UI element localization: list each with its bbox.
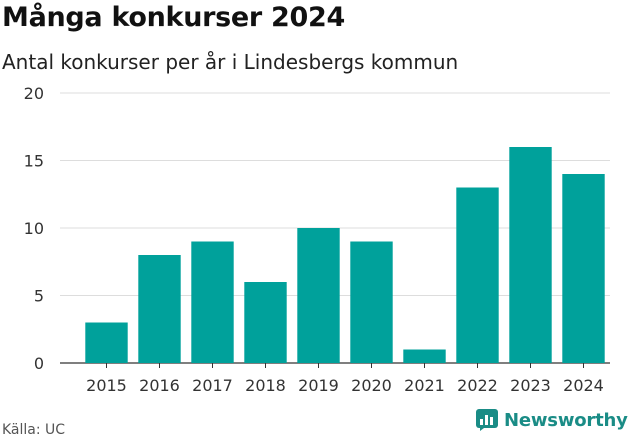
bar-2024	[562, 174, 605, 363]
x-tick-label: 2021	[404, 376, 445, 395]
x-tick-label: 2017	[192, 376, 233, 395]
y-tick-label: 15	[24, 152, 44, 171]
brand-logo: Newsworthy	[475, 408, 628, 432]
x-tick-label: 2022	[457, 376, 498, 395]
chart-subtitle: Antal konkurser per år i Lindesbergs kom…	[2, 50, 459, 74]
bar-2022	[456, 187, 499, 363]
y-tick-label: 5	[34, 287, 44, 306]
x-tick-label: 2019	[298, 376, 339, 395]
source-note: Källa: UC	[2, 422, 66, 438]
y-tick-labels: 0 5 10 15 20	[24, 84, 44, 373]
y-tick-label: 20	[24, 84, 44, 103]
x-tick-label: 2023	[510, 376, 551, 395]
bar-2017	[191, 241, 234, 363]
chart-title: Många konkurser 2024	[2, 2, 345, 33]
x-tick-label: 2015	[86, 376, 127, 395]
bar-2021	[403, 349, 446, 363]
bar-2016	[138, 255, 181, 363]
bar-2015	[85, 322, 128, 363]
bar-chart: 0 5 10 15 20 2015 2016 2017 2018 2019 2020 2021 202…	[24, 84, 610, 395]
bar-2023	[509, 147, 552, 363]
bar-2020	[350, 241, 393, 363]
x-tick-labels: 2015 2016 2017 2018 2019 2020 2021 2022 2023 2024	[86, 363, 604, 395]
newsworthy-logo-icon	[476, 409, 498, 431]
bars	[85, 147, 605, 363]
x-tick-label: 2024	[563, 376, 604, 395]
brand-name: Newsworthy	[504, 409, 628, 431]
x-tick-label: 2018	[245, 376, 286, 395]
x-tick-label: 2020	[351, 376, 392, 395]
y-tick-label: 0	[34, 354, 44, 373]
bar-2018	[244, 282, 287, 363]
x-tick-label: 2016	[139, 376, 180, 395]
bar-2019	[297, 228, 340, 363]
y-tick-label: 10	[24, 219, 44, 238]
